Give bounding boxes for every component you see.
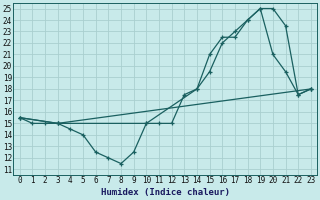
X-axis label: Humidex (Indice chaleur): Humidex (Indice chaleur) <box>101 188 230 197</box>
